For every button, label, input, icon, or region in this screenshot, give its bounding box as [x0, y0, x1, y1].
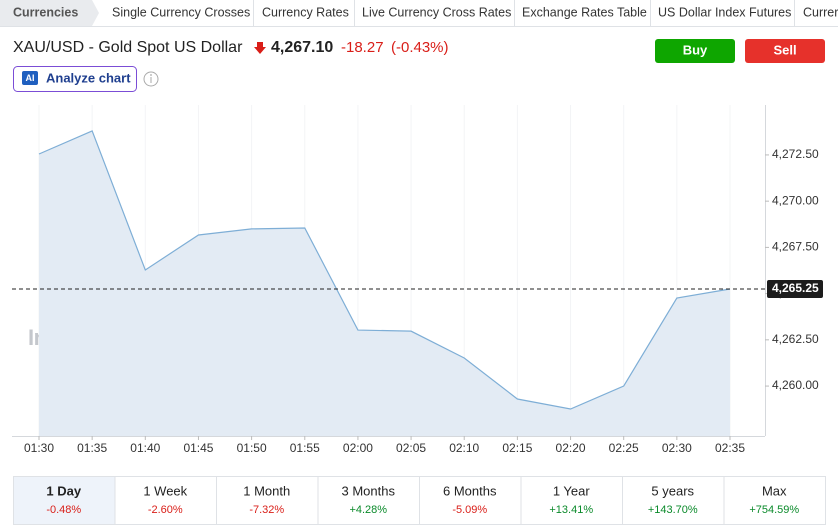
- nav-tab[interactable]: Single Currency Crosses: [112, 5, 250, 19]
- info-icon-dot: [150, 74, 152, 76]
- ai-badge: [22, 71, 38, 85]
- x-tick-label: 02:15: [502, 441, 532, 455]
- period-label[interactable]: 1 Year: [553, 483, 591, 498]
- nav-tab[interactable]: Live Currency Cross Rates: [362, 5, 511, 19]
- nav-tab[interactable]: US Dollar Index Futures: [658, 5, 791, 19]
- period-label[interactable]: 6 Months: [443, 483, 497, 498]
- x-tick-label: 02:25: [609, 441, 639, 455]
- period-change[interactable]: -0.48%: [46, 504, 81, 516]
- period-change[interactable]: +754.59%: [749, 504, 799, 516]
- period-tab[interactable]: [723, 476, 826, 525]
- period-tabs: 1 Day -0.48% 1 Week -2.60% 1 Month -7.32% 3 Mo…: [13, 476, 826, 525]
- nav-tab[interactable]: Exchange Rates Table: [522, 5, 647, 19]
- price-tag-label: 4,265.25: [772, 281, 819, 295]
- buy-label[interactable]: Buy: [683, 42, 708, 57]
- period-change[interactable]: -5.09%: [452, 504, 487, 516]
- period-tab[interactable]: [13, 476, 116, 525]
- sell-button[interactable]: [745, 39, 825, 63]
- x-tick-label: 02:10: [449, 441, 479, 455]
- period-change[interactable]: -7.32%: [249, 504, 284, 516]
- nav-bar: [0, 0, 838, 26]
- period-change[interactable]: +13.41%: [549, 504, 593, 516]
- x-tick-label: 01:35: [77, 441, 107, 455]
- nav-active-tab: [0, 0, 99, 26]
- x-tick-label: 02:30: [662, 441, 692, 455]
- x-tick-label: 01:50: [237, 441, 267, 455]
- nav-tab[interactable]: Currer: [803, 5, 838, 19]
- period-change[interactable]: -2.60%: [148, 504, 183, 516]
- x-tick-label: 01:40: [130, 441, 160, 455]
- period-label[interactable]: 5 years: [651, 483, 694, 498]
- period-label[interactable]: 1 Week: [143, 483, 187, 498]
- period-label[interactable]: 1 Day: [46, 483, 81, 498]
- period-tab[interactable]: [419, 476, 522, 525]
- line: [38, 130, 731, 410]
- period-change[interactable]: +143.70%: [648, 504, 698, 516]
- period-label[interactable]: Max: [762, 483, 787, 498]
- nav-tab[interactable]: Currencies: [13, 5, 78, 19]
- x-tick-label: 01:45: [183, 441, 213, 455]
- period-tab[interactable]: [622, 476, 725, 525]
- y-tick-label: 4,270.00: [772, 193, 819, 207]
- change-pct: (-0.43%): [391, 39, 449, 56]
- ai-badge-text: AI: [26, 73, 35, 83]
- analyze-label[interactable]: Analyze chart: [46, 70, 131, 85]
- nav-tab[interactable]: Currency Rates: [262, 5, 349, 19]
- analyze-button[interactable]: [13, 66, 137, 92]
- chart: Investing.com01:3001:3501:4001:4501:5001…: [12, 105, 823, 455]
- x-tick-label: 02:00: [343, 441, 373, 455]
- period-tab[interactable]: [317, 476, 420, 525]
- x-tick-label: 02:35: [715, 441, 745, 455]
- period-change[interactable]: +4.28%: [349, 504, 387, 516]
- price: 4,267.10: [271, 39, 333, 56]
- period-tab[interactable]: [216, 476, 319, 525]
- title: XAU/USD - Gold Spot US Dollar: [13, 39, 243, 56]
- period-label[interactable]: 1 Month: [243, 483, 290, 498]
- y-tick-label: 4,262.50: [772, 332, 819, 346]
- x-tick-label: 01:55: [290, 441, 320, 455]
- x-tick-label: 01:30: [24, 441, 54, 455]
- area: [39, 130, 730, 436]
- info-icon[interactable]: [143, 71, 159, 87]
- y-tick-label: 4,260.00: [772, 378, 819, 392]
- y-tick-label: 4,267.50: [772, 240, 819, 254]
- x-tick-label: 02:20: [556, 441, 586, 455]
- down-arrow: [254, 42, 266, 54]
- period-label[interactable]: 3 Months: [342, 483, 396, 498]
- x-tick-label: 02:05: [396, 441, 426, 455]
- change: -18.27: [341, 39, 384, 56]
- buy-button[interactable]: [655, 39, 735, 63]
- period-tab[interactable]: [520, 476, 623, 525]
- y-tick-label: 4,272.50: [772, 147, 819, 161]
- price-tag: [767, 279, 823, 298]
- period-tab[interactable]: [114, 476, 217, 525]
- sell-label[interactable]: Sell: [773, 42, 796, 57]
